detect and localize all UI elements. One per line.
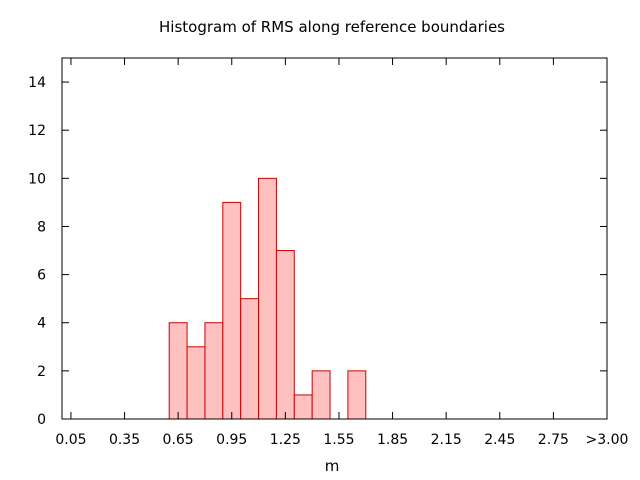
x-tick-label-10: >3.00 (586, 432, 629, 448)
y-tick-label-7: 14 (28, 75, 46, 91)
x-tick-label-7: 2.15 (431, 432, 462, 448)
bars-group (168, 177, 367, 420)
histogram-bar-2 (204, 322, 224, 420)
y-tick-label-5: 10 (28, 171, 46, 187)
x-tick-label-4: 1.25 (270, 432, 301, 448)
y-tick-label-2: 4 (37, 316, 46, 332)
histogram-bar-7 (293, 394, 313, 420)
x-tick-label-8: 2.45 (484, 432, 515, 448)
x-tick-label-2: 0.65 (163, 432, 194, 448)
plot-frame (61, 57, 608, 420)
x-axis-label: m (325, 457, 340, 475)
histogram-bar-4 (240, 298, 260, 420)
y-tick-label-3: 6 (37, 268, 46, 284)
histogram-bar-0 (168, 322, 188, 420)
y-tick-label-1: 2 (37, 364, 46, 380)
histogram-bar-5 (258, 177, 277, 420)
x-tick-label-1: 0.35 (109, 432, 140, 448)
x-tick-label-3: 0.95 (216, 432, 247, 448)
y-tick-label-0: 0 (37, 412, 46, 428)
histogram-bar-9 (347, 370, 367, 420)
y-tick-label-4: 8 (37, 219, 46, 235)
x-tick-label-5: 1.55 (323, 432, 354, 448)
histogram-bar-1 (186, 346, 206, 420)
x-tick-label-9: 2.75 (538, 432, 569, 448)
y-tick-label-6: 12 (28, 123, 46, 139)
x-tick-label-6: 1.85 (377, 432, 408, 448)
histogram-bar-8 (311, 370, 331, 420)
ticks-group: 0 2 4 6 8 10 12 14 0.05 0.35 0.65 0.95 1.25 1.55 1.85 2… (28, 58, 628, 448)
chart-title: Histogram of RMS along reference boundar… (159, 18, 505, 36)
x-tick-label-0: 0.05 (55, 432, 86, 448)
histogram-bar-3 (222, 201, 242, 420)
histogram-bar-6 (275, 250, 295, 420)
